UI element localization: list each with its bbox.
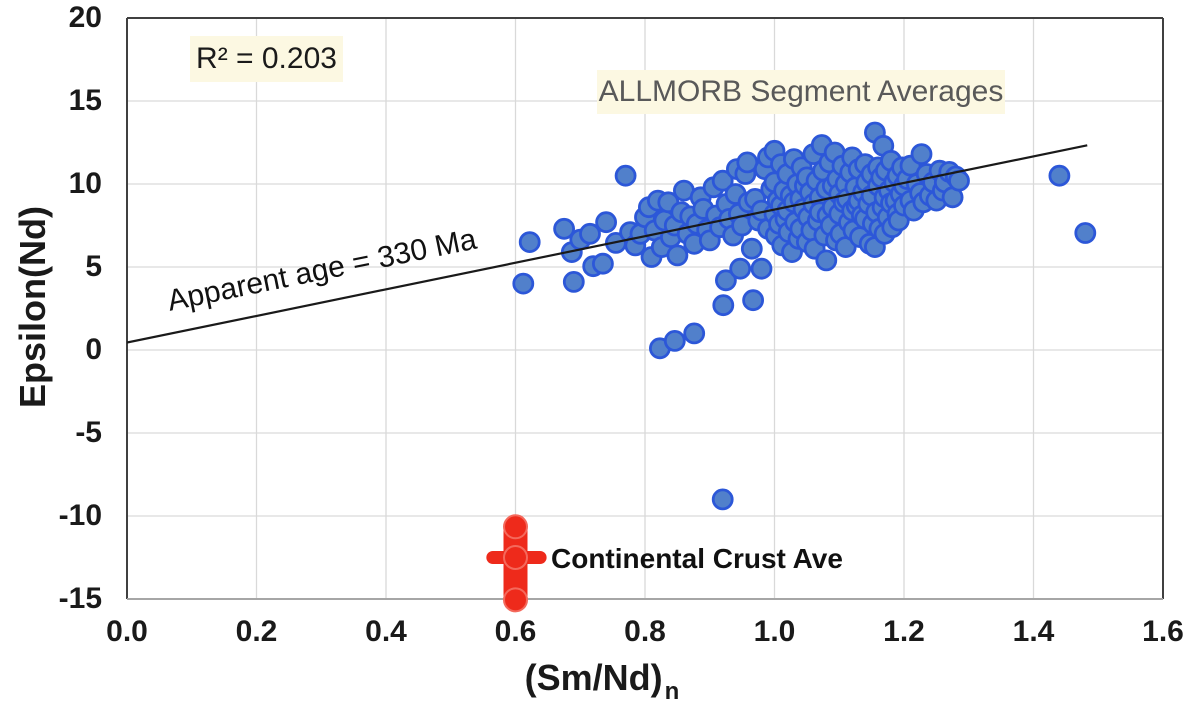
data-point [740, 237, 763, 260]
crust-data-point [503, 545, 528, 570]
data-point [1048, 164, 1071, 187]
data-point [711, 169, 734, 192]
x-tick-label: 0.2 [235, 615, 278, 648]
x-tick-label: 1.6 [1142, 615, 1184, 648]
x-tick-label: 0.8 [624, 615, 666, 648]
data-point [683, 322, 706, 345]
continental-crust-label: Continental Crust Ave [551, 543, 843, 574]
x-axis-title-subscript: n [664, 678, 680, 705]
data-point [715, 269, 737, 292]
data-point [518, 231, 541, 254]
crust-data-point [503, 514, 528, 540]
y-tick-label: -15 [58, 582, 102, 615]
data-point [595, 211, 617, 234]
data-point [729, 257, 752, 280]
crust-data-point [503, 587, 528, 613]
data-point [562, 270, 585, 293]
y-tick-label: 0 [85, 333, 102, 366]
dataset-label: ALLMORB Segment Averages [597, 70, 1005, 114]
y-tick-label: 5 [85, 250, 102, 283]
x-tick-label: 1.0 [753, 615, 796, 648]
data-point [512, 272, 535, 295]
y-tick-label: -5 [75, 416, 102, 449]
x-axis-title: (Sm/Nd)n [451, 656, 751, 705]
data-point [592, 252, 614, 275]
r-squared-label: R² = 0.203 [190, 36, 343, 82]
x-tick-label: 0.0 [106, 615, 148, 648]
y-tick-label: 20 [68, 1, 102, 34]
y-tick-label: 10 [68, 167, 102, 200]
data-point [579, 222, 601, 245]
y-axis-title: Epsilon(Nd) [12, 206, 53, 408]
data-point [910, 143, 933, 166]
data-point [614, 164, 637, 187]
data-point [666, 244, 689, 267]
x-tick-label: 0.4 [365, 615, 407, 648]
trendline [126, 144, 1088, 344]
data-point [553, 217, 575, 240]
x-tick-label: 1.2 [883, 615, 925, 648]
x-tick-label: 1.4 [1012, 615, 1055, 648]
y-tick-label: -10 [58, 499, 102, 532]
x-tick-label: 0.6 [494, 615, 537, 648]
x-axis-title-main: (Sm/Nd) [524, 657, 663, 698]
data-point [711, 488, 734, 511]
data-point [663, 329, 686, 352]
data-point [750, 257, 773, 280]
data-point [1074, 222, 1097, 244]
data-point [815, 249, 838, 272]
data-point [742, 289, 764, 312]
y-tick-label: 15 [68, 84, 102, 117]
data-point [712, 294, 735, 317]
